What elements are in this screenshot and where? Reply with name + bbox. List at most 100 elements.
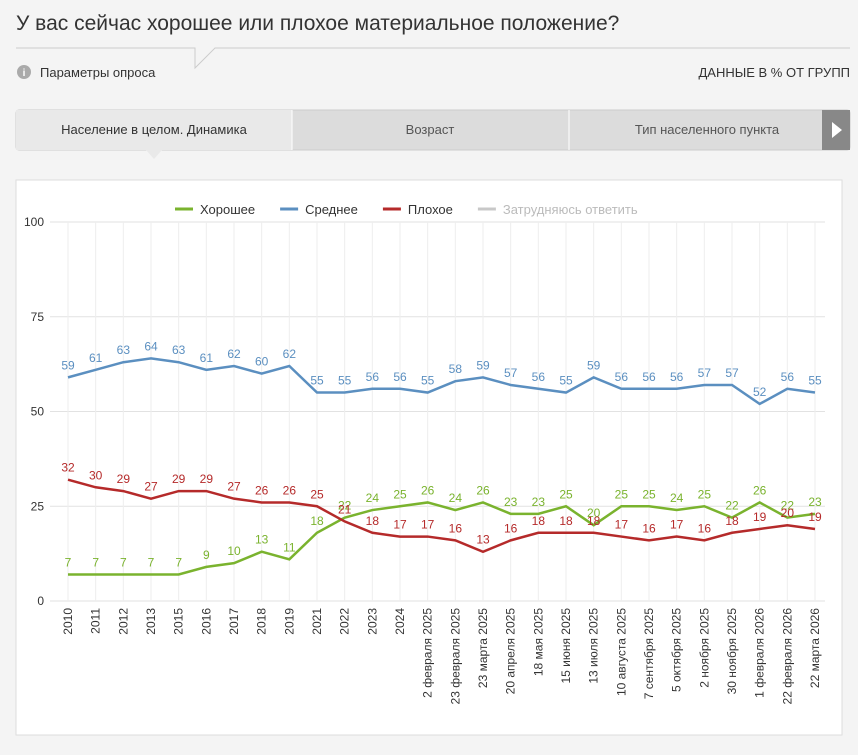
- data-label: 32: [61, 461, 75, 475]
- data-label: 18: [532, 514, 546, 528]
- params-link[interactable]: Параметры опроса: [40, 65, 156, 80]
- x-tick-label: 20 апреля 2025: [504, 608, 518, 695]
- data-label: 24: [366, 491, 380, 505]
- data-label: 59: [476, 358, 490, 372]
- data-label: 7: [65, 555, 72, 569]
- data-label: 7: [92, 555, 99, 569]
- series-line: [67, 478, 816, 554]
- data-label: 63: [117, 343, 131, 357]
- data-label: 13: [255, 533, 269, 547]
- data-label: 56: [615, 370, 629, 384]
- data-label: 16: [698, 521, 712, 535]
- x-tick-label: 2017: [227, 608, 241, 635]
- info-icon[interactable]: [17, 65, 31, 79]
- data-label: 13: [476, 533, 490, 547]
- legend-label: Плохое: [408, 202, 453, 217]
- y-tick-label: 0: [37, 594, 44, 608]
- data-label: 17: [421, 518, 435, 532]
- data-label: 56: [532, 370, 546, 384]
- data-label: 25: [393, 487, 407, 501]
- data-label: 57: [698, 366, 712, 380]
- data-label: 20: [781, 506, 795, 520]
- tab[interactable]: Тип населенного пункта: [635, 122, 780, 137]
- x-tick-label: 13 июля 2025: [587, 608, 601, 684]
- data-label: 63: [172, 343, 186, 357]
- data-label: 18: [587, 514, 601, 528]
- data-label: 55: [310, 374, 324, 388]
- data-label: 16: [449, 521, 463, 535]
- data-label: 7: [120, 555, 127, 569]
- series-line: [68, 501, 816, 576]
- x-tick-label: 2024: [393, 608, 407, 635]
- data-label: 7: [175, 555, 182, 569]
- data-label: 26: [255, 483, 269, 497]
- data-label: 57: [725, 366, 739, 380]
- x-tick-label: 2010: [61, 608, 75, 635]
- data-label: 29: [172, 472, 186, 486]
- data-label: 16: [642, 521, 656, 535]
- tab[interactable]: Возраст: [406, 122, 455, 137]
- y-tick-label: 75: [31, 310, 45, 324]
- tab-pointer: [146, 150, 162, 159]
- data-label: 55: [338, 374, 352, 388]
- data-label: 55: [808, 374, 822, 388]
- tab[interactable]: Население в целом. Динамика: [61, 122, 247, 137]
- data-label: 18: [310, 514, 324, 528]
- data-label: 26: [421, 483, 435, 497]
- x-tick-label: 2023: [365, 608, 379, 635]
- data-label: 23: [532, 495, 546, 509]
- data-label: 61: [89, 351, 103, 365]
- data-label: 59: [61, 358, 75, 372]
- data-label: 18: [559, 514, 573, 528]
- data-label: 11: [283, 540, 296, 554]
- data-label: 10: [227, 544, 241, 558]
- data-label: 19: [808, 510, 822, 524]
- data-label: 56: [393, 370, 407, 384]
- data-label: 17: [670, 518, 684, 532]
- data-label: 59: [587, 358, 601, 372]
- data-label: 17: [615, 518, 629, 532]
- data-label: 56: [781, 370, 795, 384]
- x-tick-label: 5 октября 2025: [670, 608, 684, 692]
- data-label: 25: [310, 487, 324, 501]
- data-label: 58: [449, 362, 463, 376]
- data-label: 23: [808, 495, 822, 509]
- x-tick-label: 23 марта 2025: [476, 608, 490, 688]
- data-label: 17: [393, 518, 407, 532]
- data-label: 25: [642, 487, 656, 501]
- data-label: 64: [144, 339, 158, 353]
- x-tick-label: 15 июня 2025: [559, 608, 573, 684]
- data-label: 62: [283, 347, 297, 361]
- y-tick-label: 25: [31, 499, 45, 513]
- data-label: 57: [504, 366, 518, 380]
- x-tick-label: 22 марта 2026: [808, 608, 822, 688]
- data-label: 56: [366, 370, 380, 384]
- x-tick-label: 2021: [310, 608, 324, 635]
- y-tick-label: 100: [24, 215, 44, 229]
- x-tick-label: 1 февраля 2026: [753, 608, 767, 698]
- data-label: 22: [725, 499, 739, 513]
- x-tick-label: 2018: [255, 608, 269, 635]
- tab-next-arrow: [832, 122, 842, 138]
- data-label: 27: [144, 480, 158, 494]
- data-label: 61: [200, 351, 214, 365]
- data-label: 52: [753, 385, 767, 399]
- legend-label: Затрудняюсь ответить: [503, 202, 638, 217]
- data-label: 23: [504, 495, 518, 509]
- data-label: 24: [449, 491, 463, 505]
- legend-label: Хорошее: [200, 202, 255, 217]
- data-label: 7: [148, 555, 155, 569]
- data-label: 26: [476, 483, 490, 497]
- x-tick-label: 2012: [116, 608, 130, 635]
- data-label: 24: [670, 491, 684, 505]
- data-label: 29: [200, 472, 214, 486]
- x-tick-label: 2 ноября 2025: [697, 608, 711, 688]
- data-label: 22: [781, 499, 795, 513]
- data-label: 25: [559, 487, 573, 501]
- data-label: 56: [670, 370, 684, 384]
- x-tick-label: 2013: [144, 608, 158, 635]
- data-label: 16: [504, 521, 518, 535]
- x-tick-label: 18 мая 2025: [531, 608, 545, 676]
- x-tick-label: 2011: [89, 608, 103, 634]
